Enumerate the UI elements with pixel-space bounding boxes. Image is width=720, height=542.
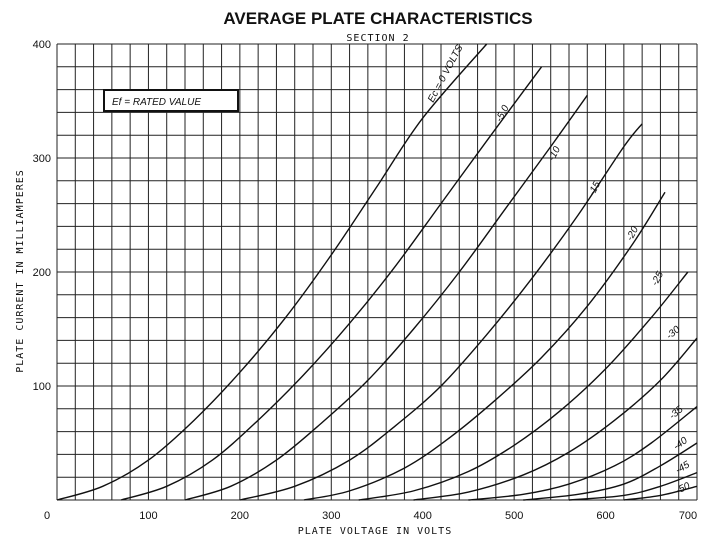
curve-0 <box>56 43 488 501</box>
curve-2 <box>184 94 588 501</box>
chart-subtitle: SECTION 2 <box>346 33 409 44</box>
x-axis-label: PLATE VOLTAGE IN VOLTS <box>298 526 452 537</box>
x-tick-labels: 0 100 200 300 400 500 600 700 <box>44 510 697 522</box>
x-tick-label: 200 <box>231 510 249 522</box>
note-box <box>103 89 239 112</box>
grid <box>56 43 698 501</box>
x-tick-label: 600 <box>596 510 614 522</box>
curve-4 <box>303 191 666 501</box>
y-axis-label: PLATE CURRENT IN MILLIAMPERES <box>15 169 26 373</box>
curve-labels: Ec = 0 VOLTS-5.0-10-15-20-25-30-35-40-45… <box>426 43 692 497</box>
x-tick-label: 400 <box>414 510 432 522</box>
curve-6 <box>413 337 698 501</box>
curve-8 <box>523 442 698 501</box>
curve-1 <box>120 66 543 501</box>
curve-9 <box>568 471 698 501</box>
x-tick-label: 100 <box>139 510 157 522</box>
y-tick-label: 200 <box>33 267 51 279</box>
curve-label-7: -35 <box>667 404 685 422</box>
x-tick-label: 0 <box>44 510 50 522</box>
curve-10 <box>623 485 698 501</box>
curve-3 <box>239 123 643 501</box>
curve-label-2: -10 <box>547 144 564 162</box>
y-tick-label: 100 <box>33 381 51 393</box>
x-tick-label: 300 <box>322 510 340 522</box>
curves <box>56 43 698 501</box>
curve-label-4: -20 <box>625 224 642 242</box>
curve-label-9: -45 <box>674 459 692 476</box>
x-tick-label: 700 <box>679 510 697 522</box>
rated-value-note: Ef = RATED VALUE <box>103 89 239 112</box>
x-tick-label: 500 <box>505 510 523 522</box>
curve-label-1: -5.0 <box>494 103 512 124</box>
curve-label-10: -50 <box>674 481 692 497</box>
y-tick-labels: 100 200 300 400 <box>33 39 51 393</box>
y-tick-label: 400 <box>33 39 51 51</box>
y-tick-label: 300 <box>33 153 51 165</box>
curve-label-6: -30 <box>664 324 682 342</box>
note-text: Ef = RATED VALUE <box>112 97 201 108</box>
chart-title: AVERAGE PLATE CHARACTERISTICS <box>223 9 532 28</box>
curve-7 <box>468 405 698 501</box>
curve-5 <box>358 271 689 501</box>
